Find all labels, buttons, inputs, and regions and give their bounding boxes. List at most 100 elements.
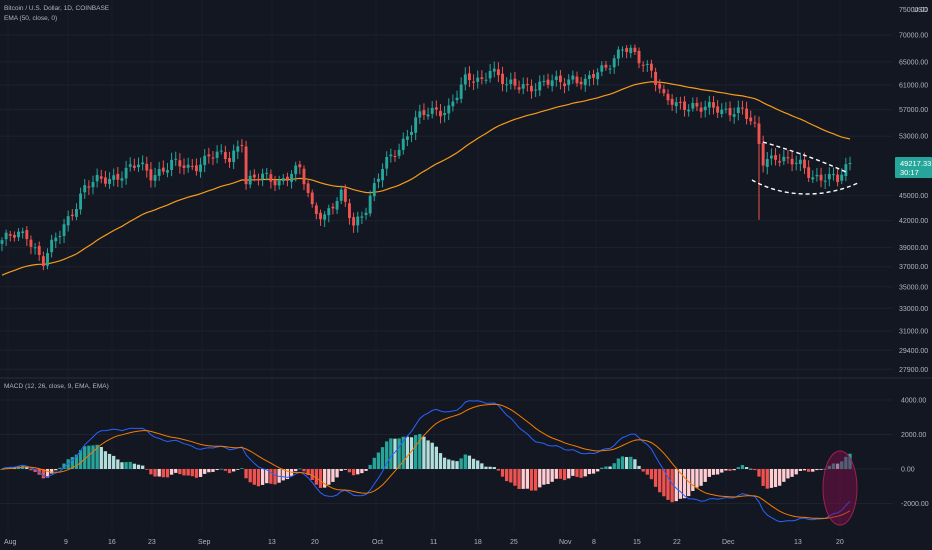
candle [720, 103, 724, 118]
candle-body [331, 206, 335, 209]
ema-indicator-label[interactable]: EMA (50, close, 0) [4, 15, 57, 22]
candle-body [554, 76, 558, 80]
price-tick-label: 27900.00 [899, 367, 928, 374]
macd-axis[interactable]: 4000.00 2000.00 0.00 -2000.00 [901, 398, 929, 509]
macd-histogram-bar [157, 469, 161, 477]
candle-body [774, 155, 777, 160]
ema-line [1, 81, 851, 276]
macd-histogram-bar [207, 469, 211, 473]
candle [786, 150, 790, 164]
macd-histogram-bar [670, 469, 674, 503]
candle-body [509, 79, 513, 84]
candle-body [356, 216, 360, 226]
candle-body [683, 101, 686, 110]
price-tick-label: 70000.00 [899, 33, 928, 40]
time-axis[interactable]: Aug 9 16 23 Sep 13 20 Oct 11 18 25 Nov 8 15 22 Dec 13 20 [4, 539, 844, 546]
candle [683, 96, 686, 117]
macd-histogram-bar [331, 469, 335, 482]
candle-body [91, 182, 95, 188]
candle [616, 46, 620, 66]
candle-body [290, 174, 294, 182]
macd-histogram-bar [149, 469, 153, 475]
candle [190, 159, 194, 171]
candle [741, 100, 744, 115]
currency-label[interactable]: USD [913, 7, 928, 14]
candle-body [691, 102, 695, 109]
price-axis[interactable]: 70000.00 65000.00 61000.00 57000.00 53000.00… [899, 7, 928, 374]
macd-histogram-bar [87, 445, 91, 469]
candle-body [348, 203, 351, 219]
price-tick-label: 61000.00 [899, 83, 928, 90]
price-tick-label: 37000.00 [899, 264, 928, 271]
time-tick-label: Oct [372, 539, 383, 546]
candle-body [563, 83, 567, 87]
macd-histogram-bar [521, 469, 525, 489]
candle-body [166, 170, 169, 173]
macd-histogram-bar [695, 469, 699, 488]
macd-histogram-bar [236, 469, 240, 470]
candle-body [530, 85, 533, 92]
macd-histogram-bar [740, 465, 745, 469]
macd-histogram-bar [463, 454, 467, 469]
macd-histogram-bar [649, 469, 654, 480]
candle-body [736, 107, 740, 114]
macd-histogram-bar [273, 469, 277, 485]
candle [203, 149, 207, 173]
candle-body [488, 71, 492, 79]
candle-body [112, 175, 116, 180]
macd-histogram-bar [707, 469, 712, 477]
ema-line-layer [1, 81, 851, 276]
candle-body [662, 89, 666, 94]
candle-body [103, 177, 107, 184]
candle-body [219, 150, 223, 152]
candle [761, 135, 765, 173]
candle-body [703, 106, 707, 111]
candle-body [194, 165, 198, 172]
candle-body [70, 214, 74, 217]
time-tick-label: Dec [722, 539, 735, 546]
macd-histogram-bar [380, 447, 385, 469]
candle [666, 89, 670, 105]
candle-body [629, 47, 633, 54]
candle [840, 168, 844, 185]
candle-body [79, 193, 83, 210]
candle-body [827, 173, 831, 180]
candle-body [157, 169, 161, 176]
macd-histogram-bar [227, 469, 232, 474]
candle [257, 173, 260, 186]
falling-wedge-annotation [751, 141, 859, 195]
candle [174, 151, 178, 167]
macd-histogram-bar [550, 469, 554, 482]
candle-body [546, 79, 550, 85]
candles-layer [0, 44, 852, 271]
macd-indicator-label[interactable]: MACD (12, 26, close, 9, EMA, EMA) [4, 383, 109, 390]
macd-histogram-bar [827, 465, 831, 469]
candle-body [695, 102, 699, 107]
candle-body [306, 183, 310, 193]
candle-body [124, 167, 128, 179]
candle-body [778, 161, 782, 163]
candle [145, 156, 149, 178]
candle-body [236, 146, 240, 152]
macd-histogram-bar [182, 469, 186, 476]
macd-histogram-bar [687, 469, 691, 497]
candle [323, 211, 327, 228]
macd-histogram-bar [389, 438, 393, 469]
price-tag-value: 49217.33 [900, 159, 931, 168]
candle [33, 242, 37, 255]
candle [17, 228, 20, 242]
macd-histogram-bar [95, 444, 99, 469]
candle [112, 168, 116, 187]
candle [517, 80, 521, 94]
candle [170, 152, 174, 177]
candle-body [542, 80, 546, 83]
macd-histogram-bar [720, 469, 724, 473]
candle-body [699, 107, 703, 112]
candle-body [83, 185, 87, 193]
candle [414, 110, 418, 141]
macd-histogram-bar [107, 453, 112, 469]
candle [319, 209, 322, 226]
candle-body [604, 64, 608, 68]
candle [166, 162, 169, 178]
